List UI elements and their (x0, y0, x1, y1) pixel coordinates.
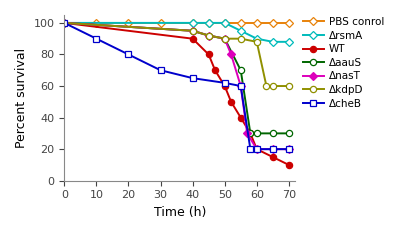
ΔkdpD (286, 85, 291, 88)
ΔkdpD (222, 37, 227, 40)
ΔnasT (222, 37, 227, 40)
ΔaauS (62, 22, 67, 24)
ΔcheB (248, 148, 253, 150)
ΔrsmA (238, 29, 243, 32)
ΔkdpD (270, 85, 275, 88)
ΔrsmA (190, 22, 195, 24)
X-axis label: Time (h): Time (h) (154, 206, 206, 219)
WT (222, 85, 227, 88)
ΔcheB (270, 148, 275, 150)
ΔkdpD (254, 40, 259, 43)
ΔaauS (286, 132, 291, 135)
WT (229, 100, 234, 103)
ΔcheB (126, 53, 131, 56)
ΔkdpD (62, 22, 67, 24)
Line: ΔkdpD: ΔkdpD (61, 20, 292, 89)
ΔcheB (254, 148, 259, 150)
ΔrsmA (206, 22, 211, 24)
ΔnasT (206, 34, 211, 37)
ΔcheB (222, 81, 227, 84)
WT (238, 116, 243, 119)
Legend: PBS conrol, ΔrsmA, WT, ΔaauS, ΔnasT, ΔkdpD, ΔcheB: PBS conrol, ΔrsmA, WT, ΔaauS, ΔnasT, Δkd… (303, 17, 384, 109)
PBS conrol (254, 22, 259, 24)
ΔnasT (229, 53, 234, 56)
ΔrsmA (286, 40, 291, 43)
ΔkdpD (264, 85, 269, 88)
ΔkdpD (190, 29, 195, 32)
ΔkdpD (206, 34, 211, 37)
PBS conrol (190, 22, 195, 24)
Line: WT: WT (61, 20, 292, 168)
Line: ΔrsmA: ΔrsmA (61, 20, 292, 45)
ΔaauS (190, 29, 195, 32)
ΔrsmA (222, 22, 227, 24)
PBS conrol (62, 22, 67, 24)
PBS conrol (94, 22, 99, 24)
ΔaauS (248, 132, 253, 135)
ΔcheB (158, 69, 163, 72)
ΔcheB (62, 22, 67, 24)
PBS conrol (270, 22, 275, 24)
WT (190, 37, 195, 40)
Line: ΔcheB: ΔcheB (61, 20, 292, 152)
ΔaauS (222, 37, 227, 40)
ΔnasT (238, 85, 243, 88)
ΔaauS (238, 69, 243, 72)
Line: PBS conrol: PBS conrol (61, 20, 292, 26)
ΔrsmA (62, 22, 67, 24)
PBS conrol (158, 22, 163, 24)
ΔcheB (238, 85, 243, 88)
ΔnasT (62, 22, 67, 24)
ΔaauS (206, 34, 211, 37)
Line: ΔnasT: ΔnasT (61, 20, 292, 152)
WT (286, 164, 291, 166)
PBS conrol (206, 22, 211, 24)
ΔcheB (94, 37, 99, 40)
ΔnasT (245, 132, 250, 135)
WT (270, 156, 275, 158)
ΔnasT (190, 29, 195, 32)
ΔcheB (190, 77, 195, 80)
Line: ΔaauS: ΔaauS (61, 20, 292, 136)
Y-axis label: Percent survival: Percent survival (15, 48, 28, 148)
ΔnasT (286, 148, 291, 150)
ΔcheB (286, 148, 291, 150)
PBS conrol (286, 22, 291, 24)
ΔkdpD (238, 37, 243, 40)
WT (206, 53, 211, 56)
ΔaauS (254, 132, 259, 135)
PBS conrol (238, 22, 243, 24)
WT (213, 69, 218, 72)
ΔnasT (270, 148, 275, 150)
WT (62, 22, 67, 24)
PBS conrol (222, 22, 227, 24)
ΔnasT (254, 148, 259, 150)
ΔaauS (270, 132, 275, 135)
WT (248, 132, 253, 135)
PBS conrol (126, 22, 131, 24)
ΔrsmA (270, 40, 275, 43)
WT (254, 148, 259, 150)
ΔrsmA (254, 37, 259, 40)
